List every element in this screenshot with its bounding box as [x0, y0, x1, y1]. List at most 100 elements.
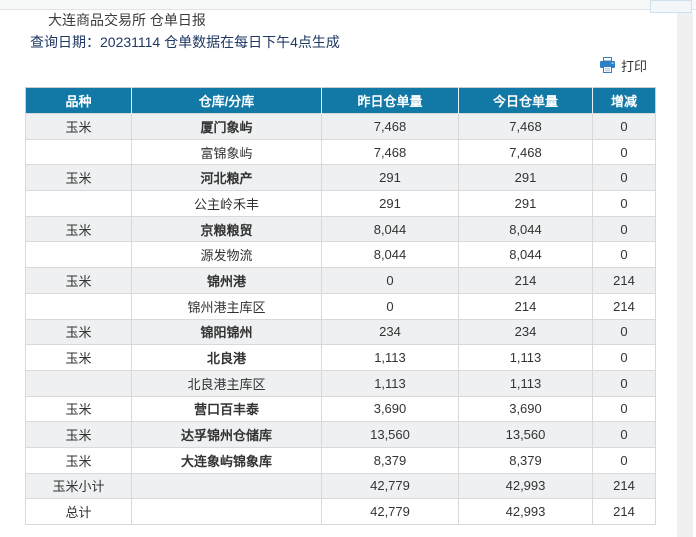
change-cell: 0 [592, 241, 656, 269]
variety-cell [25, 190, 132, 217]
today-qty-cell: 42,993 [458, 472, 593, 500]
today-qty-cell: 8,044 [458, 241, 593, 269]
change-cell: 0 [592, 421, 656, 448]
warehouse-cell: 京粮粮贸 [131, 215, 322, 243]
table-row: 源发物流 8,044 8,044 0 [25, 241, 656, 269]
table-row: 玉米 锦阳锦州 234 234 0 [25, 318, 656, 346]
table-body: 玉米 厦门象屿 7,468 7,468 0 富锦象屿 7,468 7,468 0… [25, 113, 656, 525]
warehouse-cell: 锦州港 [131, 267, 322, 294]
change-cell: 0 [592, 164, 656, 192]
table-row: 玉米 锦州港 0 214 214 [25, 267, 656, 294]
report-page: 大连商品交易所 仓单日报 查询日期：20231114 仓单数据在每日下午4点生成… [25, 12, 656, 525]
today-qty-cell: 3,690 [458, 395, 593, 423]
variety-cell: 玉米小计 [25, 472, 132, 500]
change-cell: 214 [592, 267, 656, 294]
variety-cell [25, 241, 132, 269]
col-header-today-qty: 今日仓单量 [458, 87, 593, 114]
table-row: 锦州港主库区 0 214 214 [25, 292, 656, 320]
today-qty-cell: 7,468 [458, 113, 593, 140]
change-cell: 0 [592, 369, 656, 397]
variety-cell: 玉米 [25, 446, 132, 474]
table-row: 公主岭禾丰 291 291 0 [25, 190, 656, 217]
today-qty-cell: 1,113 [458, 344, 593, 371]
yesterday-qty-cell: 7,468 [321, 138, 459, 166]
table-row: 富锦象屿 7,468 7,468 0 [25, 138, 656, 166]
today-qty-cell: 1,113 [458, 369, 593, 397]
today-qty-cell: 234 [458, 318, 593, 346]
yesterday-qty-cell: 42,779 [321, 472, 459, 500]
scrollbar-up-button[interactable] [650, 0, 692, 13]
table-row: 总计 42,779 42,993 214 [25, 498, 656, 525]
table-row: 玉米 大连象屿锦象库 8,379 8,379 0 [25, 446, 656, 474]
warehouse-cell: 公主岭禾丰 [131, 190, 322, 217]
warehouse-cell: 锦阳锦州 [131, 318, 322, 346]
warehouse-cell: 北良港主库区 [131, 369, 322, 397]
query-date-line: 查询日期：20231114 仓单数据在每日下午4点生成 [30, 34, 655, 50]
today-qty-cell: 7,468 [458, 138, 593, 166]
table-row: 玉米 京粮粮贸 8,044 8,044 0 [25, 215, 656, 243]
variety-cell: 玉米 [25, 318, 132, 346]
col-header-warehouse: 仓库/分库 [131, 87, 322, 114]
print-button[interactable]: 打印 [599, 56, 647, 75]
table-row: 玉米小计 42,779 42,993 214 [25, 472, 656, 500]
warehouse-cell: 厦门象屿 [131, 113, 322, 140]
table-row: 玉米 达孚锦州仓储库 13,560 13,560 0 [25, 421, 656, 448]
yesterday-qty-cell: 0 [321, 292, 459, 320]
warehouse-cell: 营口百丰泰 [131, 395, 322, 423]
variety-cell: 玉米 [25, 164, 132, 192]
yesterday-qty-cell: 8,379 [321, 446, 459, 474]
col-header-yesterday-qty: 昨日仓单量 [321, 87, 459, 114]
change-cell: 0 [592, 344, 656, 371]
change-cell: 214 [592, 472, 656, 500]
table-header: 品种 仓库/分库 昨日仓单量 今日仓单量 增减 [25, 87, 656, 114]
change-cell: 0 [592, 138, 656, 166]
change-cell: 0 [592, 113, 656, 140]
yesterday-qty-cell: 42,779 [321, 498, 459, 525]
variety-cell: 玉米 [25, 267, 132, 294]
warehouse-cell: 大连象屿锦象库 [131, 446, 322, 474]
variety-cell: 玉米 [25, 421, 132, 448]
today-qty-cell: 42,993 [458, 498, 593, 525]
yesterday-qty-cell: 234 [321, 318, 459, 346]
yesterday-qty-cell: 8,044 [321, 241, 459, 269]
yesterday-qty-cell: 3,690 [321, 395, 459, 423]
warehouse-cell: 达孚锦州仓储库 [131, 421, 322, 448]
yesterday-qty-cell: 13,560 [321, 421, 459, 448]
table-row: 玉米 营口百丰泰 3,690 3,690 0 [25, 395, 656, 423]
variety-cell [25, 369, 132, 397]
change-cell: 0 [592, 190, 656, 217]
table-row: 玉米 河北粮产 291 291 0 [25, 164, 656, 192]
warehouse-cell: 源发物流 [131, 241, 322, 269]
today-qty-cell: 13,560 [458, 421, 593, 448]
warehouse-cell [131, 472, 322, 500]
page-title: 大连商品交易所 仓单日报 [48, 12, 206, 28]
variety-cell: 玉米 [25, 395, 132, 423]
change-cell: 0 [592, 215, 656, 243]
table-header-row: 品种 仓库/分库 昨日仓单量 今日仓单量 增减 [25, 87, 656, 114]
warehouse-cell: 富锦象屿 [131, 138, 322, 166]
change-cell: 214 [592, 292, 656, 320]
today-qty-cell: 8,044 [458, 215, 593, 243]
table-row: 玉米 北良港 1,113 1,113 0 [25, 344, 656, 371]
variety-cell [25, 292, 132, 320]
variety-cell [25, 138, 132, 166]
table-row: 北良港主库区 1,113 1,113 0 [25, 369, 656, 397]
yesterday-qty-cell: 1,113 [321, 369, 459, 397]
yesterday-qty-cell: 7,468 [321, 113, 459, 140]
change-cell: 214 [592, 498, 656, 525]
table-row: 玉米 厦门象屿 7,468 7,468 0 [25, 113, 656, 140]
today-qty-cell: 8,379 [458, 446, 593, 474]
warehouse-cell: 北良港 [131, 344, 322, 371]
variety-cell: 玉米 [25, 215, 132, 243]
scrollbar-track[interactable] [677, 13, 693, 537]
variety-cell: 总计 [25, 498, 132, 525]
warehouse-cell [131, 498, 322, 525]
query-date-note: 仓单数据在每日下午4点生成 [160, 34, 340, 50]
print-button-label: 打印 [620, 58, 647, 74]
today-qty-cell: 291 [458, 190, 593, 217]
yesterday-qty-cell: 1,113 [321, 344, 459, 371]
yesterday-qty-cell: 0 [321, 267, 459, 294]
warehouse-cell: 河北粮产 [131, 164, 322, 192]
query-date-label: 查询日期： [30, 34, 100, 50]
col-header-variety: 品种 [25, 87, 132, 114]
